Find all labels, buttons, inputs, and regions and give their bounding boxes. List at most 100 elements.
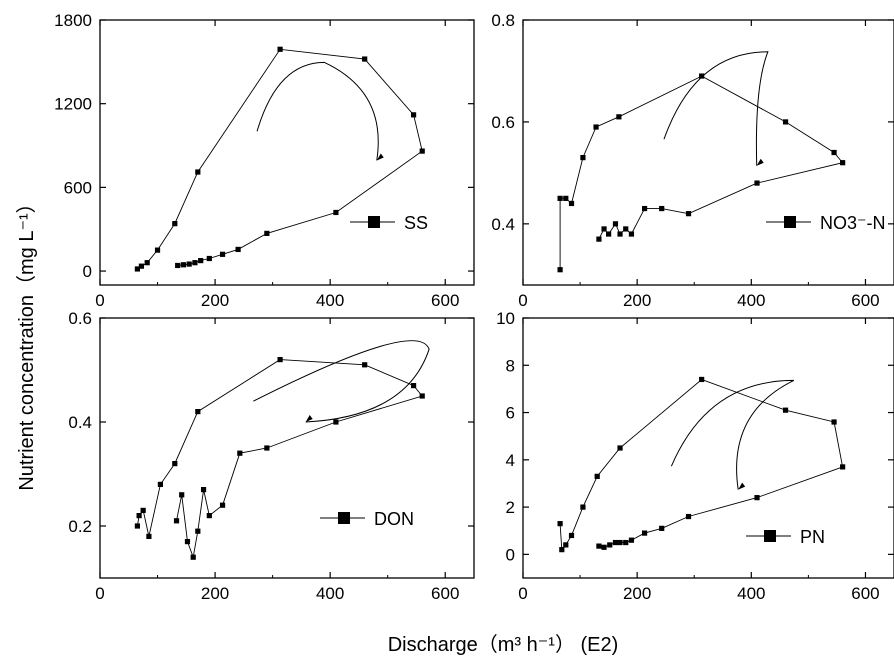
y-tick-label: 10	[496, 309, 515, 328]
data-point	[277, 357, 283, 363]
data-point	[557, 267, 563, 273]
x-tick-label: 400	[737, 584, 765, 603]
panel-pn: 0 200 400 600 0 2 4 6 8 10 PN	[496, 309, 894, 603]
legend-label: PN	[800, 527, 825, 547]
data-point	[333, 419, 339, 425]
data-point	[264, 230, 270, 236]
x-tick-label: 400	[316, 584, 344, 603]
data-point	[219, 251, 226, 257]
direction-arrow	[670, 379, 795, 490]
data-point	[184, 539, 191, 545]
plot-frame	[99, 19, 475, 286]
legend: PN	[746, 527, 825, 547]
series-line-no3-n	[559, 75, 844, 270]
arrow-head	[376, 153, 384, 161]
data-point	[219, 502, 226, 508]
data-point	[623, 226, 629, 232]
x-tick-label: 0	[95, 291, 104, 310]
x-tick-label: 0	[518, 291, 527, 310]
series-line-don	[136, 359, 423, 559]
data-point	[206, 513, 212, 519]
y-tick-label: 0	[83, 262, 92, 281]
data-point	[144, 260, 150, 266]
arrow-curve	[256, 61, 379, 161]
y-tick-label: 1800	[54, 11, 92, 30]
legend: SS	[350, 213, 428, 233]
data-point	[362, 362, 368, 368]
data-point	[173, 518, 180, 524]
data-point	[754, 180, 760, 186]
legend-label: DON	[374, 509, 414, 529]
x-tick-label: 400	[737, 291, 765, 310]
data-point	[601, 226, 607, 232]
y-tick-label: 1200	[54, 95, 92, 114]
data-point	[200, 487, 207, 493]
data-point	[612, 221, 619, 227]
data-point	[628, 537, 635, 543]
data-point	[831, 149, 837, 156]
data-point	[179, 492, 185, 498]
data-point	[568, 200, 575, 207]
direction-arrow	[256, 61, 384, 161]
data-point	[782, 119, 789, 125]
data-point	[659, 205, 665, 212]
arrow-curve	[253, 340, 430, 423]
data-point	[180, 262, 187, 268]
data-point	[154, 247, 161, 253]
y-tick-label: 2	[506, 498, 515, 517]
data-point	[264, 445, 270, 451]
data-point	[192, 260, 198, 266]
y-tick-label: 0	[506, 545, 515, 564]
y-tick-label: 0.8	[491, 11, 515, 30]
arrow-curve	[663, 51, 769, 166]
data-point	[410, 112, 417, 118]
data-point	[607, 542, 613, 548]
data-point	[134, 266, 140, 272]
data-point	[831, 419, 837, 425]
legend-label: NO3⁻-N	[820, 213, 886, 233]
data-point	[277, 46, 283, 52]
y-tick-label: 0.4	[491, 215, 515, 234]
data-point	[362, 56, 368, 62]
data-point	[195, 528, 201, 534]
data-point	[136, 513, 142, 519]
data-point	[601, 544, 607, 550]
data-point	[190, 554, 196, 560]
data-point	[195, 409, 201, 415]
x-tick-label: 200	[623, 291, 651, 310]
data-point	[593, 124, 599, 130]
data-point	[580, 154, 586, 161]
data-point	[557, 521, 563, 527]
data-point	[685, 513, 692, 520]
y-tick-label: 0.2	[68, 517, 92, 536]
x-tick-label: 400	[316, 291, 344, 310]
y-tick-label: 4	[506, 451, 515, 470]
data-point	[172, 461, 178, 467]
legend: NO3⁻-N	[766, 213, 886, 233]
y-tick-label: 600	[64, 178, 92, 197]
arrow-head	[305, 415, 313, 422]
data-point	[617, 445, 623, 451]
data-point	[617, 539, 623, 546]
y-tick-label: 0.4	[68, 413, 92, 432]
data-point	[612, 539, 619, 546]
data-point	[557, 195, 563, 201]
plot-frame	[99, 317, 475, 579]
data-point	[616, 114, 622, 120]
legend-marker	[784, 216, 796, 228]
data-point	[333, 209, 339, 216]
data-point	[641, 205, 648, 212]
y-tick-label: 0.6	[491, 113, 515, 132]
direction-arrow	[663, 51, 769, 166]
legend-marker	[764, 530, 776, 542]
arrow-head	[756, 158, 764, 166]
data-point	[134, 523, 140, 529]
legend-marker	[368, 216, 380, 228]
plot-frame	[522, 19, 894, 286]
data-point	[754, 495, 760, 501]
data-point	[699, 376, 705, 383]
data-point	[140, 507, 146, 513]
data-point	[596, 236, 602, 242]
data-point	[628, 231, 635, 237]
